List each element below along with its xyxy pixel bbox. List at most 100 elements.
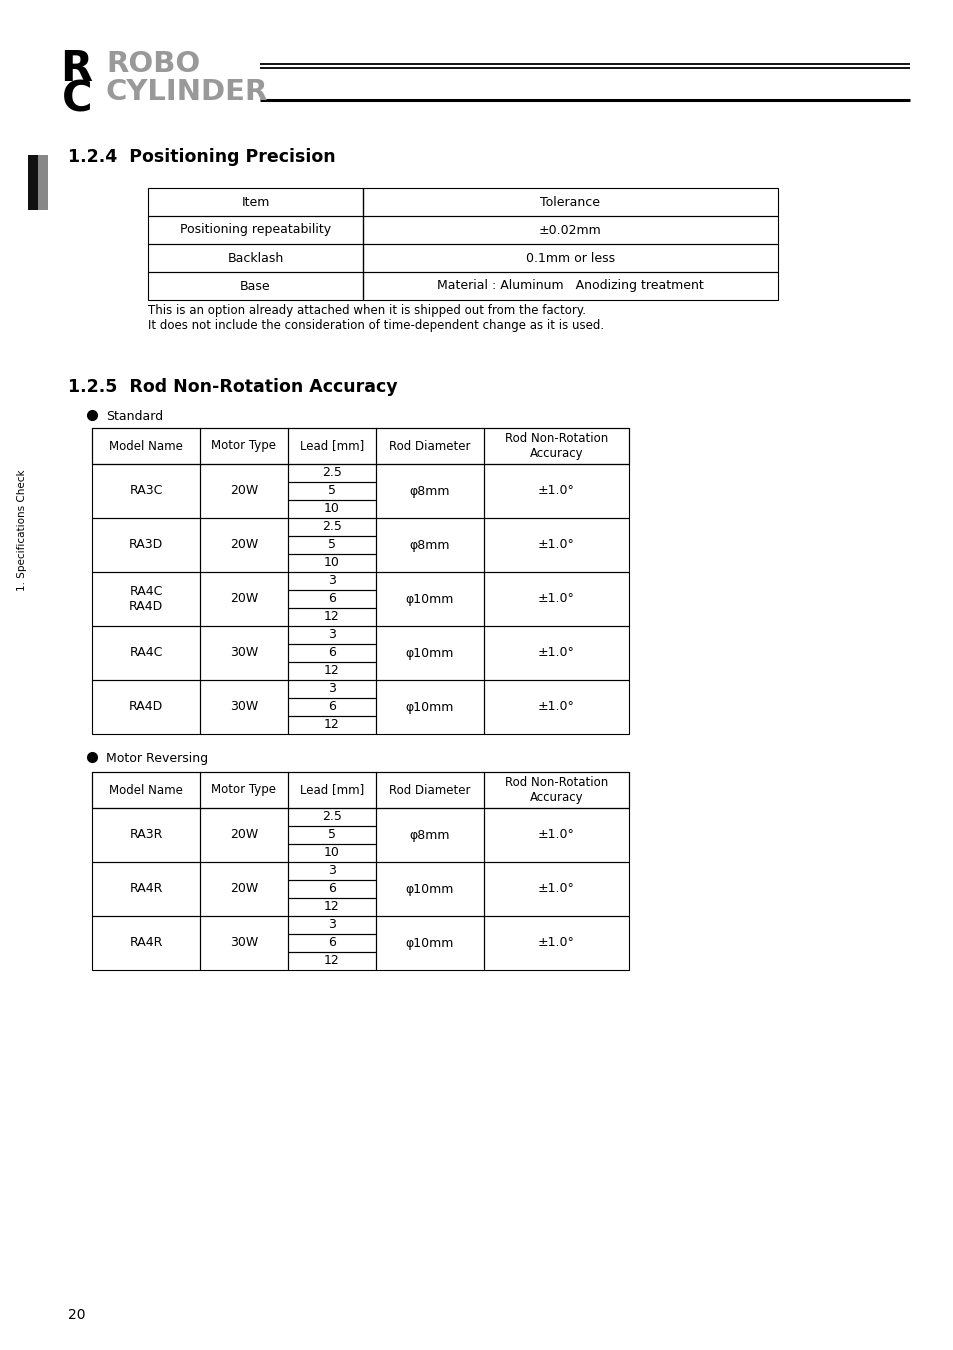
Bar [483,809,628,863]
Text: 12: 12 [324,664,339,678]
Text: Motor Type: Motor Type [212,783,276,796]
Text: 3: 3 [328,683,335,695]
Text: 12: 12 [324,718,339,732]
Text: ±0.02mm: ±0.02mm [538,224,601,236]
Bar [200,428,288,464]
Bar [200,809,288,863]
Text: Lead [mm]: Lead [mm] [299,440,364,452]
Bar [200,680,288,734]
Bar [91,809,200,863]
Text: Tolerance: Tolerance [540,196,599,208]
Bar [288,482,375,500]
Text: RA4R: RA4R [130,883,163,895]
Text: ±1.0°: ±1.0° [537,539,575,552]
Text: 3: 3 [328,864,335,878]
Text: 1.2.4  Positioning Precision: 1.2.4 Positioning Precision [68,148,335,166]
Text: It does not include the consideration of time-dependent change as it is used.: It does not include the consideration of… [148,319,603,332]
Text: ±1.0°: ±1.0° [537,937,575,949]
Text: 3: 3 [328,918,335,932]
Bar [200,626,288,680]
Bar [288,917,375,934]
Text: 20W: 20W [230,829,258,841]
Bar [91,518,200,572]
Bar [148,216,778,244]
Text: Backlash: Backlash [227,251,283,265]
Text: 5: 5 [328,829,335,841]
Text: 12: 12 [324,900,339,914]
Bar [375,464,483,518]
Text: 1.2.5  Rod Non-Rotation Accuracy: 1.2.5 Rod Non-Rotation Accuracy [68,378,397,396]
Bar [288,464,375,482]
Text: R: R [60,49,92,90]
Bar [200,518,288,572]
Text: 2.5: 2.5 [322,810,341,824]
Text: Positioning repeatability: Positioning repeatability [180,224,331,236]
Text: 6: 6 [328,647,335,660]
Text: Motor Reversing: Motor Reversing [106,752,208,765]
Text: RA3D: RA3D [129,539,163,552]
Bar [91,428,628,464]
Bar [288,518,375,536]
Bar [91,863,200,917]
Bar [375,917,483,971]
Text: φ8mm: φ8mm [410,539,450,552]
Bar [200,464,288,518]
Text: Rod Diameter: Rod Diameter [389,440,470,452]
Bar [483,917,628,971]
Bar [288,809,375,826]
Text: φ8mm: φ8mm [410,829,450,841]
Bar [288,626,375,644]
Text: 20W: 20W [230,539,258,552]
Text: φ10mm: φ10mm [405,701,454,714]
Text: ROBO: ROBO [106,50,200,78]
Bar [375,518,483,572]
Bar [288,934,375,952]
Bar [200,917,288,971]
Text: Material : Aluminum   Anodizing treatment: Material : Aluminum Anodizing treatment [436,279,703,293]
Text: Rod Non-Rotation
Accuracy: Rod Non-Rotation Accuracy [504,432,607,460]
Bar [288,554,375,572]
Bar [483,626,628,680]
Text: 6: 6 [328,701,335,714]
Bar [483,464,628,518]
Bar [288,662,375,680]
Text: 20W: 20W [230,593,258,606]
Bar [148,271,778,300]
Text: ±1.0°: ±1.0° [537,485,575,498]
Bar [148,244,778,271]
Bar [288,680,375,698]
Text: φ10mm: φ10mm [405,647,454,660]
Text: RA4D: RA4D [129,701,163,714]
Text: 1. Specifications Check: 1. Specifications Check [17,470,27,591]
Bar [148,188,778,216]
Bar [288,500,375,518]
Text: CYLINDER: CYLINDER [106,78,268,107]
Text: 10: 10 [324,846,339,860]
Bar [375,626,483,680]
Bar [288,590,375,608]
Text: φ10mm: φ10mm [405,937,454,949]
Bar [483,680,628,734]
Bar [91,464,200,518]
Bar [91,428,200,464]
Bar [375,772,483,809]
Bar [91,917,200,971]
Text: This is an option already attached when it is shipped out from the factory.: This is an option already attached when … [148,304,585,317]
Bar [91,572,200,626]
Bar [483,572,628,626]
Bar [288,898,375,917]
Text: φ8mm: φ8mm [410,485,450,498]
Bar [91,626,200,680]
Bar [288,952,375,971]
Text: 12: 12 [324,954,339,968]
Text: 2.5: 2.5 [322,467,341,479]
Bar [375,428,483,464]
Bar [200,572,288,626]
Text: 20: 20 [68,1308,86,1322]
Bar [288,880,375,898]
Text: RA4R: RA4R [130,937,163,949]
Bar [483,518,628,572]
Text: 10: 10 [324,502,339,516]
Bar [288,536,375,554]
Bar [28,155,38,211]
